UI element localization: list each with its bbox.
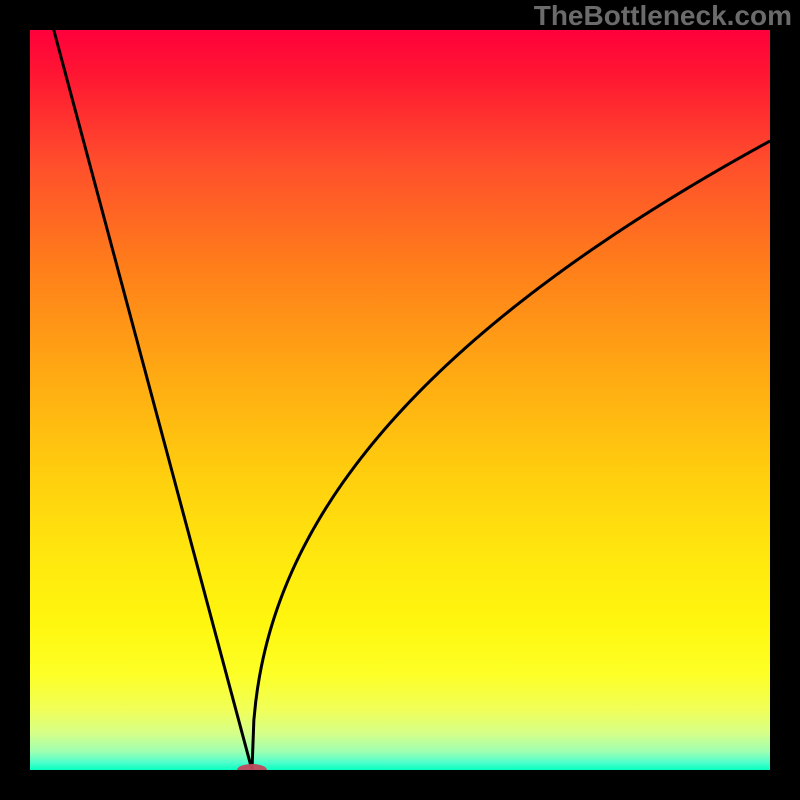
watermark-text: TheBottleneck.com [534,0,792,32]
bottleneck-chart [0,0,800,800]
